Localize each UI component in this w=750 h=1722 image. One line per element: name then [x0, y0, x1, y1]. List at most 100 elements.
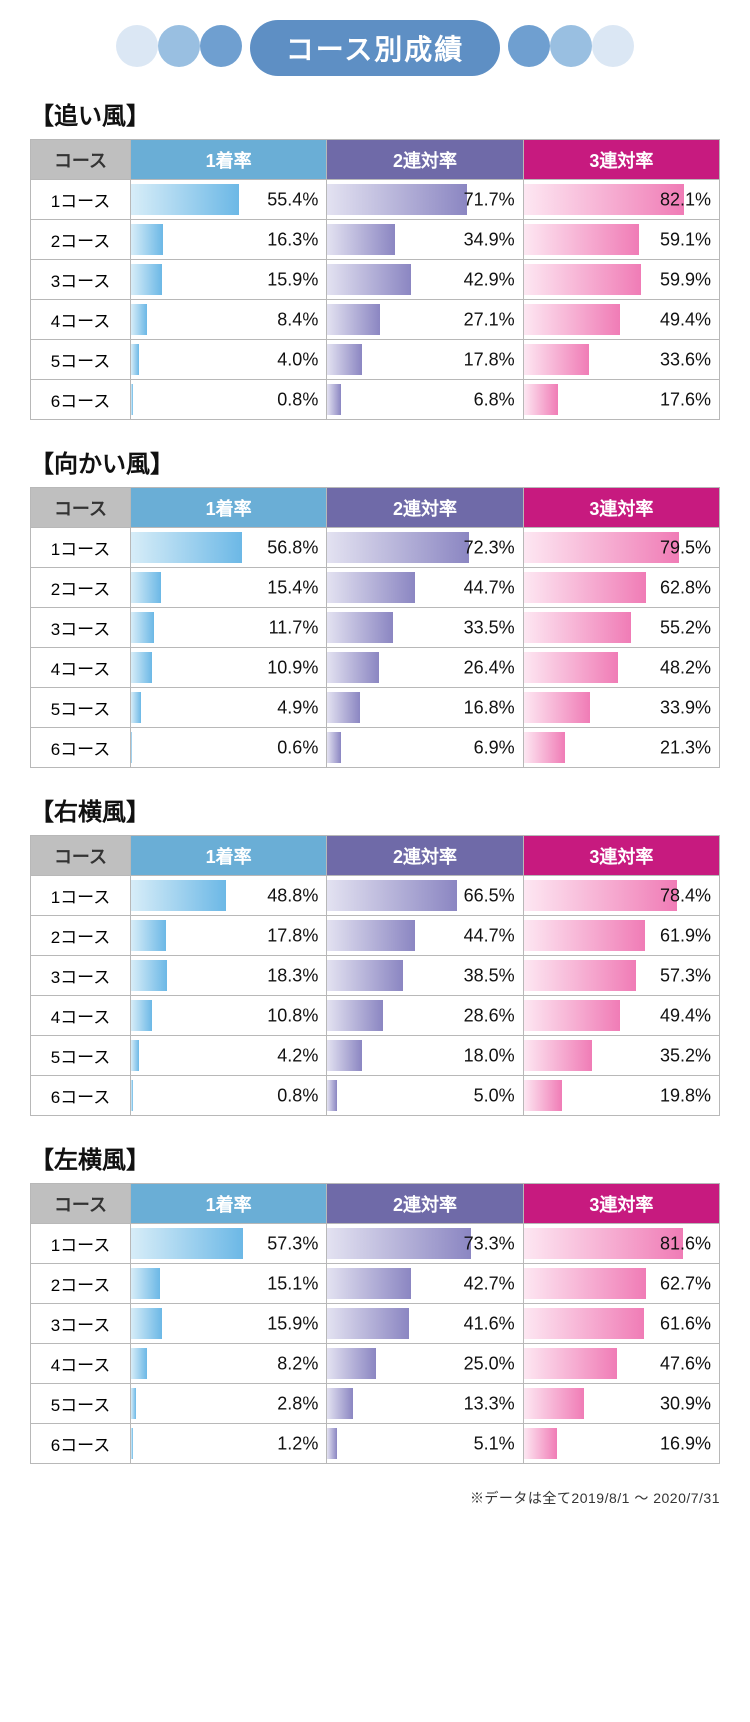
table-row: 2コース15.1%42.7%62.7%: [31, 1264, 720, 1304]
bar-value: 56.8%: [267, 537, 318, 558]
bar-cell-c2: 25.0%: [327, 1344, 523, 1384]
table-row: 2コース15.4%44.7%62.8%: [31, 568, 720, 608]
col-header-c2: 2連対率: [327, 836, 523, 876]
bar-cell-c2: 13.3%: [327, 1384, 523, 1424]
decorative-dot: [550, 25, 592, 67]
row-label: 5コース: [31, 688, 131, 728]
bar-fill: [524, 1000, 620, 1031]
bar-value: 81.6%: [660, 1233, 711, 1254]
bar-cell-c3: 82.1%: [523, 180, 719, 220]
table-row: 4コース8.2%25.0%47.6%: [31, 1344, 720, 1384]
bar-fill: [327, 1428, 337, 1459]
bar-fill: [327, 920, 414, 951]
bar-value: 34.9%: [464, 229, 515, 250]
bar-cell-c2: 34.9%: [327, 220, 523, 260]
bar-value: 18.3%: [267, 965, 318, 986]
bar-cell-c1: 4.0%: [131, 340, 327, 380]
bar-value: 82.1%: [660, 189, 711, 210]
bar-cell-c1: 1.2%: [131, 1424, 327, 1464]
bar-cell-c1: 15.9%: [131, 260, 327, 300]
col-header-c2: 2連対率: [327, 1184, 523, 1224]
bar-fill: [131, 384, 133, 415]
bar-cell-c2: 5.1%: [327, 1424, 523, 1464]
row-label: 2コース: [31, 568, 131, 608]
bar-fill: [131, 960, 167, 991]
table-row: 2コース17.8%44.7%61.9%: [31, 916, 720, 956]
bar-value: 6.8%: [474, 389, 515, 410]
bar-cell-c1: 0.8%: [131, 380, 327, 420]
bar-value: 59.9%: [660, 269, 711, 290]
bar-cell-c3: 62.8%: [523, 568, 719, 608]
bar-value: 47.6%: [660, 1353, 711, 1374]
bar-value: 16.9%: [660, 1433, 711, 1454]
bar-value: 78.4%: [660, 885, 711, 906]
bar-cell-c2: 66.5%: [327, 876, 523, 916]
decorative-dot: [200, 25, 242, 67]
table-row: 4コース8.4%27.1%49.4%: [31, 300, 720, 340]
bar-value: 49.4%: [660, 1005, 711, 1026]
bar-cell-c1: 15.9%: [131, 1304, 327, 1344]
page-title-pill: コース別成績: [250, 20, 501, 76]
col-header-course: コース: [31, 140, 131, 180]
bar-cell-c3: 61.9%: [523, 916, 719, 956]
bar-value: 17.6%: [660, 389, 711, 410]
bar-fill: [131, 1428, 133, 1459]
bar-cell-c3: 17.6%: [523, 380, 719, 420]
bar-fill: [131, 304, 147, 335]
bar-cell-c3: 21.3%: [523, 728, 719, 768]
bar-cell-c1: 4.9%: [131, 688, 327, 728]
bar-fill: [524, 264, 641, 295]
bar-value: 55.2%: [660, 617, 711, 638]
row-label: 4コース: [31, 648, 131, 688]
row-label: 6コース: [31, 1424, 131, 1464]
bar-cell-c2: 71.7%: [327, 180, 523, 220]
col-header-c1: 1着率: [131, 1184, 327, 1224]
bar-fill: [327, 960, 402, 991]
bar-cell-c2: 41.6%: [327, 1304, 523, 1344]
bar-fill: [524, 344, 590, 375]
wind-section: 【向かい風】コース1着率2連対率3連対率1コース56.8%72.3%79.5%2…: [30, 444, 720, 768]
bar-cell-c1: 0.8%: [131, 1076, 327, 1116]
bar-fill: [327, 184, 467, 215]
table-row: 6コース0.6%6.9%21.3%: [31, 728, 720, 768]
bar-fill: [131, 572, 161, 603]
bar-value: 33.5%: [464, 617, 515, 638]
bar-fill: [524, 960, 636, 991]
bar-fill: [131, 692, 141, 723]
bar-value: 17.8%: [464, 349, 515, 370]
bar-cell-c3: 30.9%: [523, 1384, 719, 1424]
bar-cell-c2: 38.5%: [327, 956, 523, 996]
bar-cell-c2: 42.7%: [327, 1264, 523, 1304]
bar-value: 44.7%: [464, 925, 515, 946]
bar-fill: [327, 1388, 353, 1419]
bar-fill: [131, 184, 239, 215]
col-header-c1: 1着率: [131, 140, 327, 180]
bar-value: 0.8%: [277, 389, 318, 410]
bar-fill: [131, 1228, 243, 1259]
bar-value: 71.7%: [464, 189, 515, 210]
bar-cell-c3: 47.6%: [523, 1344, 719, 1384]
table-row: 1コース57.3%73.3%81.6%: [31, 1224, 720, 1264]
bar-value: 25.0%: [464, 1353, 515, 1374]
table-row: 3コース18.3%38.5%57.3%: [31, 956, 720, 996]
table-row: 6コース0.8%6.8%17.6%: [31, 380, 720, 420]
bar-fill: [327, 1268, 410, 1299]
bar-fill: [131, 652, 152, 683]
bar-cell-c2: 72.3%: [327, 528, 523, 568]
bar-fill: [524, 224, 639, 255]
bar-value: 61.6%: [660, 1313, 711, 1334]
bar-cell-c3: 33.6%: [523, 340, 719, 380]
bar-fill: [524, 1428, 557, 1459]
bar-fill: [327, 224, 395, 255]
bar-fill: [327, 264, 411, 295]
bar-value: 10.8%: [267, 1005, 318, 1026]
bar-fill: [131, 1080, 133, 1111]
bar-cell-c3: 19.8%: [523, 1076, 719, 1116]
row-label: 3コース: [31, 608, 131, 648]
bar-value: 33.9%: [660, 697, 711, 718]
section-title: 【向かい風】: [30, 444, 720, 479]
row-label: 3コース: [31, 956, 131, 996]
row-label: 1コース: [31, 180, 131, 220]
bar-value: 19.8%: [660, 1085, 711, 1106]
bar-fill: [327, 1228, 470, 1259]
